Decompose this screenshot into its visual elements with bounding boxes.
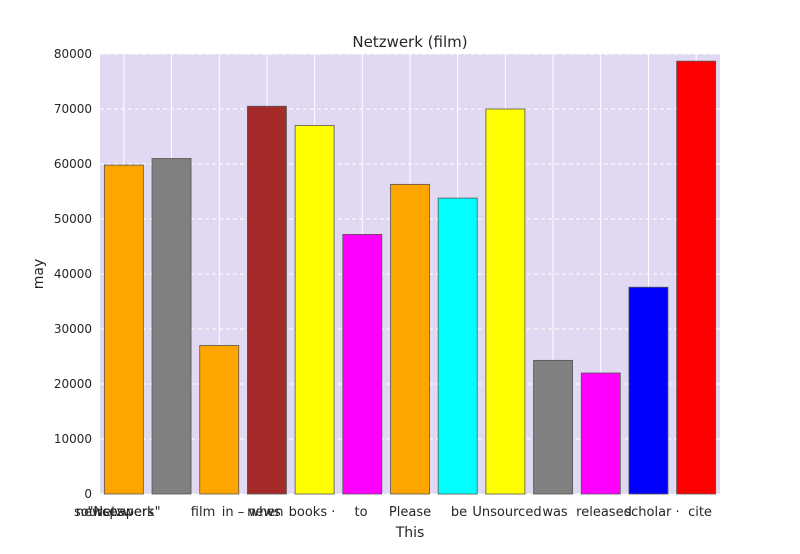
bar-news bbox=[247, 105, 287, 495]
x-tick-label: was bbox=[542, 505, 568, 520]
bar-released bbox=[580, 372, 621, 495]
bar-newspapers bbox=[103, 164, 144, 495]
bar-film bbox=[199, 345, 240, 495]
bar-books bbox=[294, 125, 335, 495]
bar-netzwerk bbox=[151, 158, 192, 495]
bars bbox=[103, 60, 717, 495]
x-tick-label: released bbox=[576, 505, 632, 520]
bar-be bbox=[437, 197, 478, 495]
bar-was bbox=[533, 359, 573, 495]
y-tick-label: 20000 bbox=[54, 377, 92, 391]
y-tick-label: 70000 bbox=[54, 102, 92, 116]
x-axis-label: This bbox=[395, 525, 425, 541]
x-tick-label: Please bbox=[389, 505, 431, 520]
bar-unsourced bbox=[485, 108, 526, 495]
x-tick-label: cite bbox=[688, 505, 712, 520]
x-tick-label: Unsourced bbox=[472, 505, 541, 520]
x-tick-label: sources bbox=[74, 505, 124, 520]
y-tick-label: 50000 bbox=[54, 212, 92, 226]
bar-scholar bbox=[628, 286, 669, 495]
y-tick-label: 10000 bbox=[54, 432, 92, 446]
x-tick-label: be bbox=[451, 505, 467, 520]
bar-please bbox=[390, 183, 430, 495]
x-tick-label: newspapers bbox=[76, 505, 154, 520]
y-axis-label: may bbox=[31, 259, 47, 290]
bar-to bbox=[342, 233, 383, 495]
chart-title: Netzwerk (film) bbox=[352, 33, 467, 51]
y-tick-label: 30000 bbox=[54, 322, 92, 336]
x-tick-label: "Netzwerk" bbox=[87, 505, 160, 520]
x-tick-label: books · bbox=[289, 505, 336, 520]
x-tick-label: film bbox=[191, 505, 215, 520]
x-tick-label: in – bbox=[222, 505, 244, 520]
y-tick-labels: 0 10000 20000 30000 40000 50000 60000 70000 8000… bbox=[54, 47, 92, 501]
y-tick-label: 40000 bbox=[54, 267, 92, 281]
x-tick-label: scholar · bbox=[624, 505, 679, 520]
y-tick-label: 0 bbox=[84, 487, 92, 501]
y-tick-label: 80000 bbox=[54, 47, 92, 61]
x-tick-label: to bbox=[354, 505, 367, 520]
bar-cite bbox=[676, 60, 717, 495]
y-tick-label: 60000 bbox=[54, 157, 92, 171]
x-tick-label: when bbox=[248, 505, 283, 520]
x-tick-label: news bbox=[247, 505, 281, 520]
